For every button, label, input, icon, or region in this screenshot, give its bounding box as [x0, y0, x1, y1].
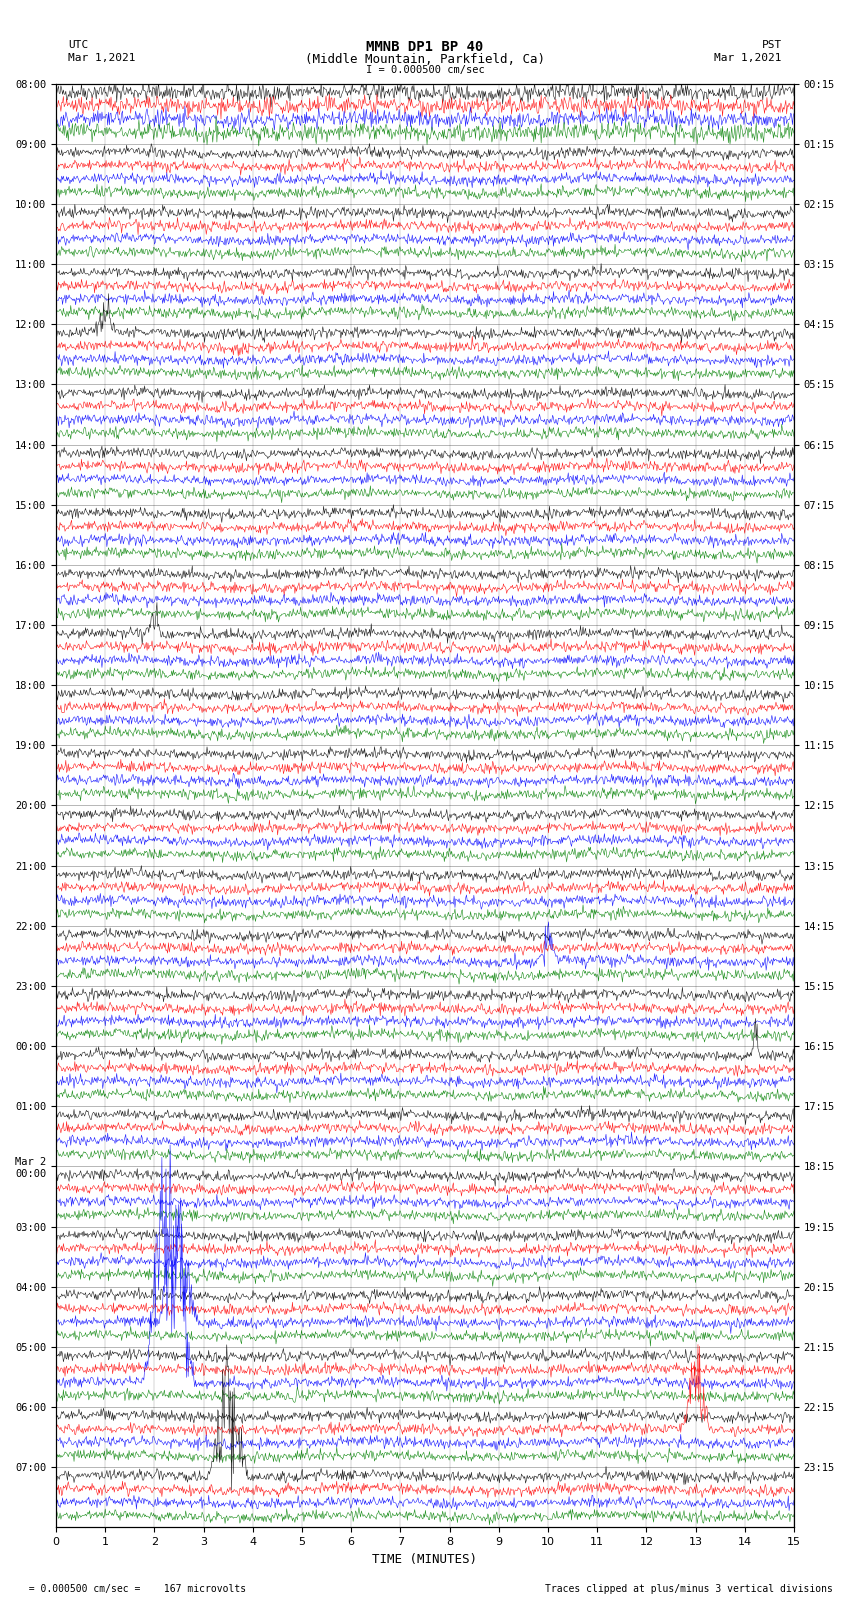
X-axis label: TIME (MINUTES): TIME (MINUTES) [372, 1553, 478, 1566]
Text: (Middle Mountain, Parkfield, Ca): (Middle Mountain, Parkfield, Ca) [305, 53, 545, 66]
Text: Mar 1,2021: Mar 1,2021 [68, 53, 135, 63]
Text: = 0.000500 cm/sec =    167 microvolts: = 0.000500 cm/sec = 167 microvolts [17, 1584, 246, 1594]
Text: PST: PST [762, 40, 782, 50]
Text: Traces clipped at plus/minus 3 vertical divisions: Traces clipped at plus/minus 3 vertical … [545, 1584, 833, 1594]
Text: Mar 1,2021: Mar 1,2021 [715, 53, 782, 63]
Text: MMNB DP1 BP 40: MMNB DP1 BP 40 [366, 40, 484, 55]
Text: I = 0.000500 cm/sec: I = 0.000500 cm/sec [366, 65, 484, 74]
Text: UTC: UTC [68, 40, 88, 50]
